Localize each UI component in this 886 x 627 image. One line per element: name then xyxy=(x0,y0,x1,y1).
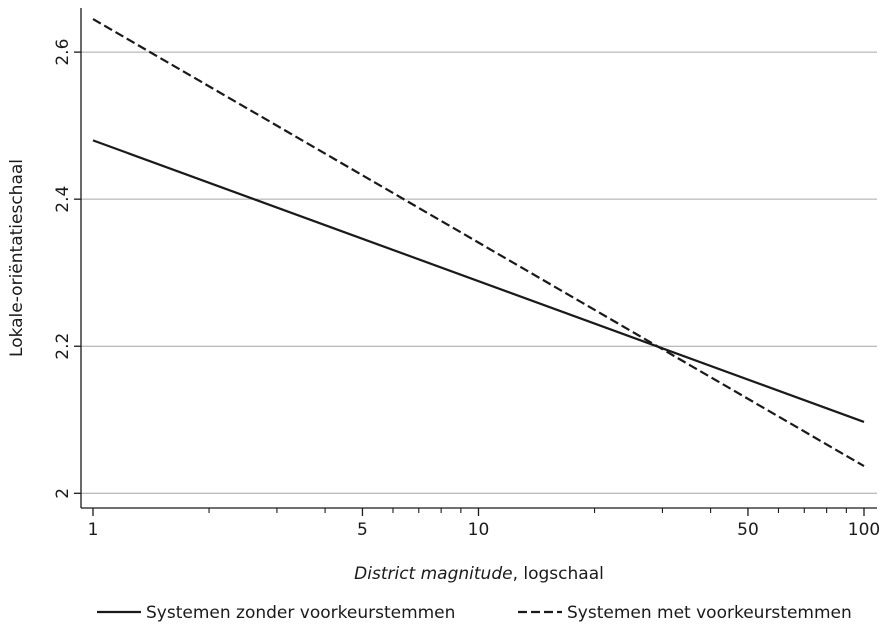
x-axis-title-rest: , logschaal xyxy=(513,564,604,584)
y-tick-label-3: 2.6 xyxy=(53,39,73,66)
y-tick-label-1: 2.2 xyxy=(53,333,73,360)
axes xyxy=(80,8,877,509)
y-axis-title: Lokale-oriëntatieschaal xyxy=(7,159,27,357)
x-axis-title: District magnitude, logschaal xyxy=(354,564,604,584)
y-ticks: 2 2.2 2.4 2.6 xyxy=(53,39,81,499)
x-tick-label-3: 50 xyxy=(737,520,759,540)
legend-label-solid: Systemen zonder voorkeurstemmen xyxy=(146,603,455,623)
y-tick-label-2: 2.4 xyxy=(53,186,73,213)
legend-label-dashed: Systemen met voorkeurstemmen xyxy=(567,603,852,623)
x-tick-label-1: 5 xyxy=(357,520,368,540)
y-tick-label-0: 2 xyxy=(53,488,73,499)
x-tick-label-4: 100 xyxy=(848,520,880,540)
x-tick-label-2: 10 xyxy=(468,520,490,540)
legend: Systemen zonder voorkeurstemmen Systemen… xyxy=(97,603,852,623)
x-ticks: 1 5 10 50 100 xyxy=(88,508,880,540)
x-tick-label-0: 1 xyxy=(88,520,99,540)
series-lines xyxy=(92,18,865,468)
series-line-solid xyxy=(92,139,865,424)
gridlines xyxy=(81,51,877,494)
x-axis-title-italic: District magnitude xyxy=(354,564,512,584)
series-line-dashed xyxy=(92,18,865,468)
